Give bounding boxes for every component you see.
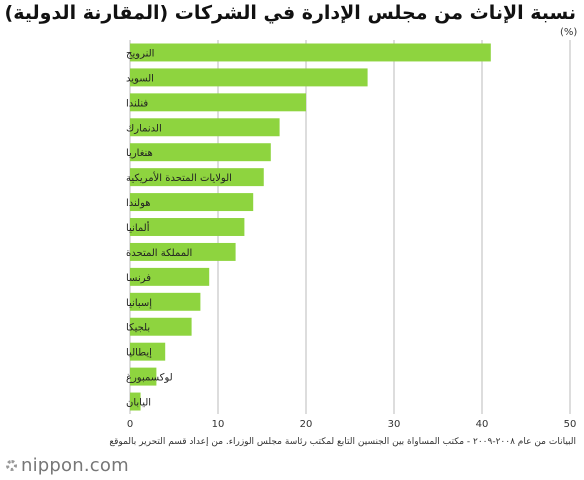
nippon-logo[interactable]: nippon.com — [6, 455, 129, 476]
bar — [130, 68, 368, 87]
x-tick-label: 20 — [300, 419, 313, 430]
bar — [130, 242, 236, 261]
bar — [130, 118, 280, 137]
x-tick-label: 30 — [388, 419, 401, 430]
category-label: إيطاليا — [126, 348, 152, 359]
x-tick-label: 10 — [212, 419, 225, 430]
unit-label: (%) — [560, 27, 578, 38]
category-label: الدنمارك — [126, 123, 162, 134]
category-label: هولندا — [126, 198, 151, 209]
category-label: ألمانيا — [126, 221, 150, 234]
source-note: البيانات من عام ٢٠٠٨-٢٠٠٩ - مكتب المساوا… — [109, 437, 576, 447]
bar — [130, 317, 192, 336]
logo-text: nippon.com — [21, 455, 129, 476]
category-label: لوكسمبورغ — [126, 373, 173, 384]
bar — [130, 43, 491, 62]
category-label: هنغاريا — [126, 148, 153, 159]
bar — [130, 392, 141, 411]
category-label: إسبانيا — [126, 298, 152, 309]
bar — [130, 193, 254, 212]
chart-title: نسبة الإناث من مجلس الإدارة في الشركات (… — [4, 2, 576, 24]
x-tick-label: 40 — [476, 419, 489, 430]
bar — [130, 267, 210, 286]
category-label: السويد — [126, 73, 154, 84]
logo-icon — [6, 460, 17, 471]
x-tick-label: 50 — [564, 419, 577, 430]
x-tick-label: 0 — [127, 419, 133, 430]
category-label: فنلندا — [126, 98, 148, 109]
bar — [130, 143, 271, 162]
category-label: بلجيكا — [126, 323, 150, 334]
category-label: النرويج — [126, 48, 154, 59]
bar — [130, 218, 245, 236]
category-label: المملكة المتحدة — [126, 248, 192, 259]
bar — [130, 292, 201, 311]
bar — [130, 168, 264, 187]
bar — [130, 367, 157, 386]
category-label: فرنسا — [126, 273, 151, 284]
bar — [130, 93, 306, 112]
category-label: اليابان — [126, 398, 151, 409]
bar — [130, 342, 166, 361]
category-label: الولايات المتحدة الأمريكية — [126, 171, 232, 184]
bar-chart: 0 10 20 30 40 50 النرويج السويد فنلندا الدنمارك هن… — [126, 40, 577, 430]
